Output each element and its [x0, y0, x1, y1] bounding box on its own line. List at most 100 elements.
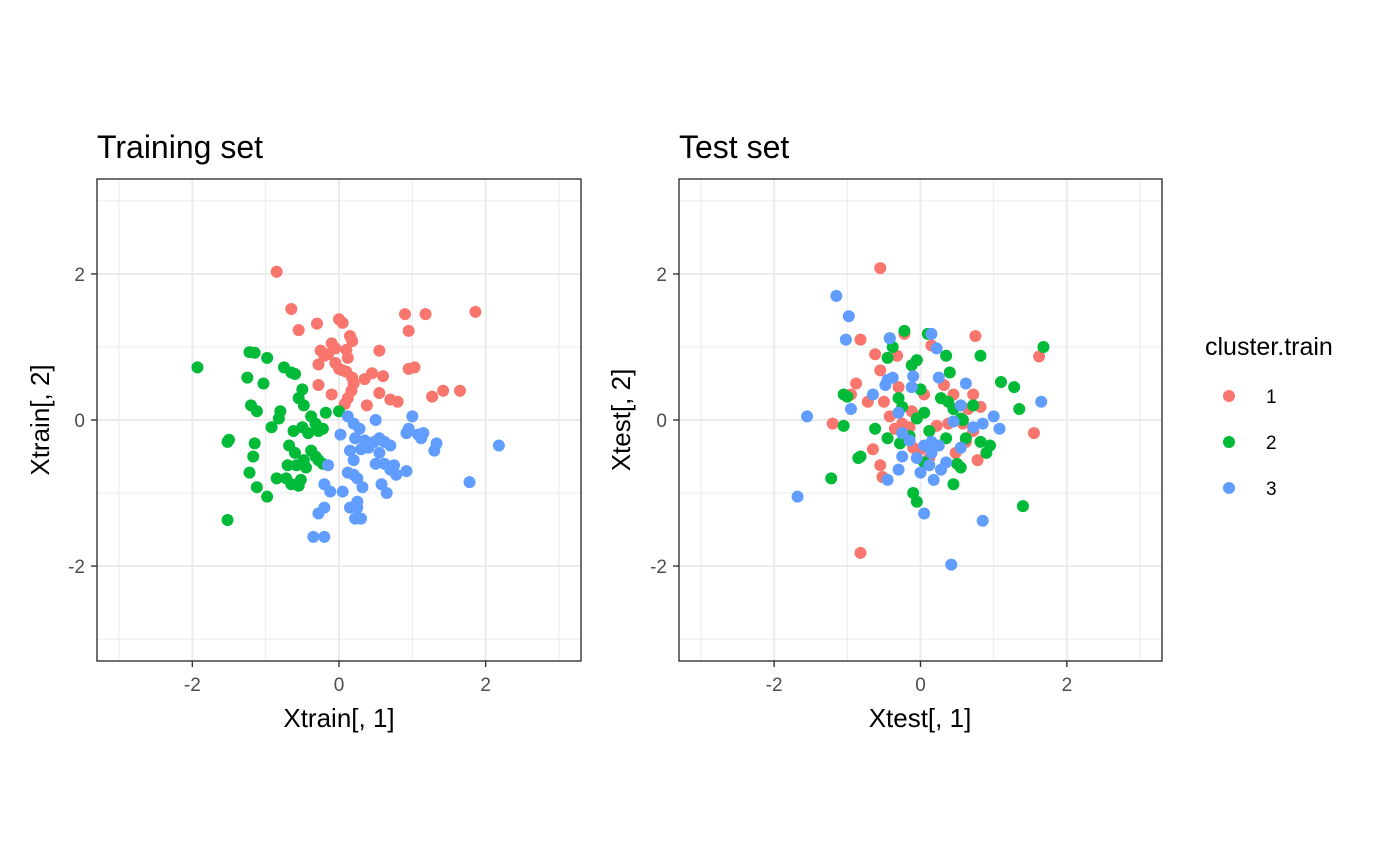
- test-points: [791, 262, 1050, 571]
- training-point-cluster-2: [221, 435, 234, 448]
- test-point-cluster-3: [987, 410, 1000, 423]
- test-point-cluster-1: [854, 333, 867, 346]
- test-point-cluster-1: [1027, 427, 1040, 440]
- training-point-cluster-2: [270, 472, 283, 485]
- test-point-cluster-2: [1008, 381, 1021, 394]
- test-point-cluster-3: [883, 332, 896, 345]
- training-point-cluster-2: [248, 437, 261, 450]
- test-point-cluster-3: [881, 473, 894, 486]
- test-point-cluster-2: [959, 432, 972, 445]
- test-point-cluster-3: [932, 439, 945, 452]
- training-point-cluster-1: [426, 390, 439, 403]
- test-point-cluster-1: [1033, 350, 1046, 363]
- test-point-cluster-3: [976, 417, 989, 430]
- training-point-cluster-3: [388, 459, 400, 472]
- training-point-cluster-1: [419, 308, 432, 321]
- legend-key-1: [1223, 390, 1235, 402]
- training-point-cluster-3: [318, 478, 331, 491]
- training-point-cluster-3: [336, 485, 349, 498]
- test-point-cluster-3: [839, 333, 852, 346]
- training-point-cluster-2: [261, 490, 274, 503]
- test-point-cluster-2: [881, 351, 894, 364]
- test-point-cluster-1: [866, 443, 879, 456]
- test-point-cluster-2: [841, 390, 854, 403]
- test-point-cluster-2: [943, 366, 956, 379]
- training-point-cluster-2: [287, 424, 300, 437]
- test-point-cluster-3: [954, 441, 967, 454]
- test-point-cluster-3: [910, 451, 923, 464]
- training-y-tick-label: 2: [74, 265, 85, 286]
- training-point-cluster-2: [265, 421, 278, 434]
- training-point-cluster-1: [377, 370, 389, 383]
- training-point-cluster-1: [373, 344, 386, 357]
- training-point-cluster-1: [469, 305, 482, 318]
- legend-key-3: [1223, 482, 1235, 494]
- training-point-cluster-3: [375, 478, 388, 491]
- training-point-cluster-2: [241, 371, 254, 384]
- test-y-tick-label: -2: [650, 557, 667, 578]
- test-point-cluster-3: [892, 406, 905, 419]
- training-point-cluster-3: [373, 446, 386, 459]
- training-point-cluster-3: [406, 410, 419, 423]
- test-x-ticks: -2 0 2: [766, 661, 1072, 696]
- test-y-tick-label: 2: [656, 265, 667, 286]
- legend-label-3: 3: [1266, 479, 1277, 500]
- training-point-cluster-3: [463, 476, 476, 489]
- test-y-ticks: -2 0 2: [650, 265, 679, 578]
- training-point-cluster-1: [312, 358, 325, 371]
- test-point-cluster-2: [918, 406, 931, 419]
- training-point-cluster-1: [391, 395, 404, 408]
- test-point-cluster-2: [837, 419, 850, 432]
- test-x-axis-title: Xtest[, 1]: [869, 703, 972, 733]
- test-point-cluster-1: [877, 395, 890, 408]
- training-point-cluster-3: [344, 444, 356, 457]
- training-point-cluster-1: [437, 384, 450, 397]
- legend-key-2: [1223, 436, 1235, 448]
- test-point-cluster-3: [954, 399, 967, 412]
- training-point-cluster-3: [353, 422, 366, 435]
- training-point-cluster-3: [349, 432, 362, 445]
- test-x-tick-label: 0: [915, 675, 926, 696]
- test-point-cluster-3: [940, 456, 953, 469]
- training-point-cluster-3: [363, 437, 376, 450]
- test-point-cluster-3: [907, 370, 920, 383]
- training-x-tick-label: -2: [184, 675, 201, 696]
- training-point-cluster-2: [280, 472, 293, 485]
- test-point-cluster-2: [923, 424, 936, 437]
- test-point-cluster-2: [894, 437, 907, 450]
- training-point-cluster-1: [454, 384, 466, 397]
- training-point-cluster-1: [292, 324, 305, 337]
- training-point-cluster-2: [261, 351, 274, 364]
- test-point-cluster-1: [850, 377, 863, 390]
- training-panel: Training set -2 0 2 -2 0 2 Xtrain[, 1] Xtrai…: [25, 129, 582, 733]
- training-points: [191, 265, 505, 543]
- test-point-cluster-3: [842, 310, 855, 323]
- training-point-cluster-1: [336, 316, 349, 329]
- test-point-cluster-3: [1035, 395, 1048, 408]
- training-point-cluster-3: [430, 437, 443, 450]
- training-point-cluster-1: [312, 378, 325, 391]
- test-point-cluster-2: [910, 495, 923, 508]
- training-point-cluster-2: [250, 405, 263, 418]
- legend: cluster.train 1 2 3: [1205, 333, 1333, 500]
- training-point-cluster-3: [380, 487, 393, 500]
- test-point-cluster-1: [854, 546, 867, 559]
- training-point-cluster-2: [316, 422, 329, 435]
- training-point-cluster-2: [274, 405, 287, 418]
- training-point-cluster-2: [248, 346, 261, 359]
- training-x-axis-title: Xtrain[, 1]: [283, 703, 394, 733]
- test-point-cluster-3: [930, 342, 943, 355]
- test-point-cluster-2: [940, 432, 953, 445]
- test-point-cluster-2: [869, 422, 882, 435]
- test-point-cluster-2: [947, 478, 960, 491]
- test-point-cluster-3: [993, 422, 1006, 435]
- training-y-ticks: -2 0 2: [68, 265, 97, 578]
- test-panel-title: Test set: [679, 129, 789, 165]
- test-point-cluster-3: [903, 434, 916, 447]
- test-point-cluster-2: [881, 432, 894, 445]
- test-point-cluster-2: [974, 435, 987, 448]
- test-point-cluster-2: [1016, 500, 1029, 513]
- test-point-cluster-3: [945, 558, 958, 571]
- test-point-cluster-1: [874, 459, 887, 472]
- test-point-cluster-3: [923, 459, 936, 472]
